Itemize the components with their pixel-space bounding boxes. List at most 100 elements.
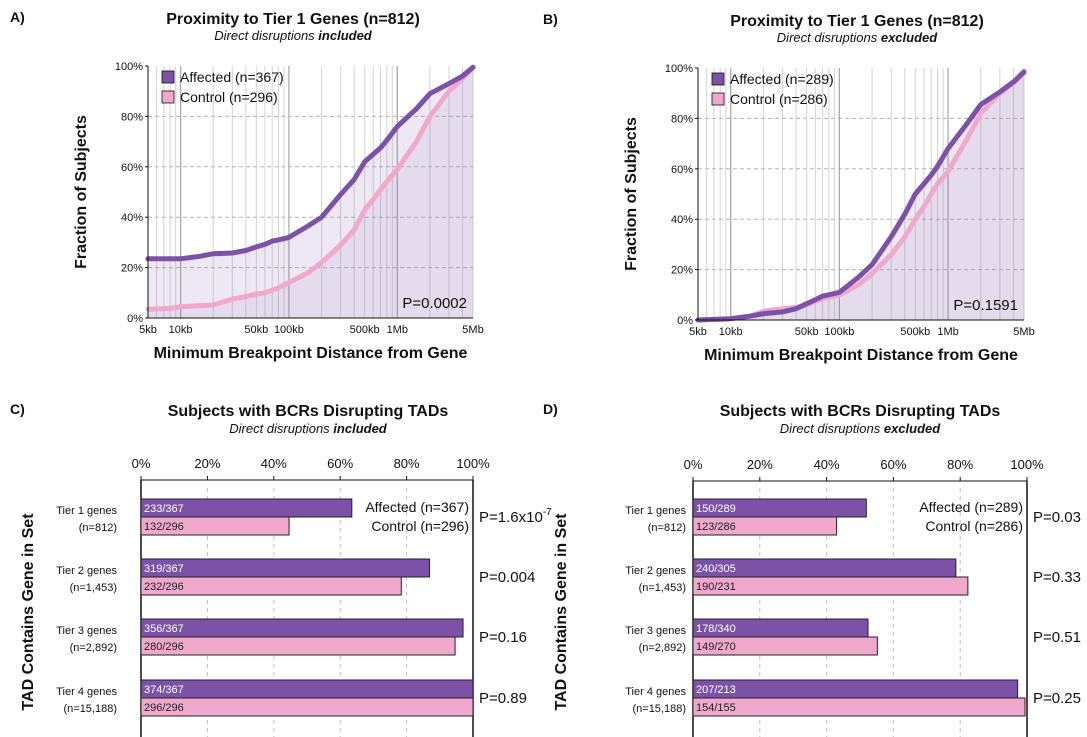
series-line-0 bbox=[695, 69, 1027, 323]
x-tick-label: 1Mb bbox=[937, 326, 958, 338]
subtitle-plain: Direct disruptions bbox=[780, 421, 884, 436]
x-tick-label: 20% bbox=[747, 457, 773, 472]
x-tick-label: 40% bbox=[261, 456, 287, 471]
bar-count-label: 150/289 bbox=[696, 503, 736, 515]
category-count: (n=15,188) bbox=[632, 703, 686, 715]
x-tick-label: 0% bbox=[132, 456, 151, 471]
series-area-0 bbox=[698, 71, 1024, 320]
y-tick-label: 0% bbox=[677, 315, 693, 327]
panel-label: A) bbox=[10, 9, 25, 25]
chart-subtitle: Direct disruptions excluded bbox=[777, 30, 938, 45]
bar-control bbox=[140, 697, 474, 717]
panel-label: C) bbox=[10, 401, 25, 417]
bar-count-label: 296/296 bbox=[144, 702, 184, 714]
legend-swatch bbox=[711, 92, 725, 106]
p-value-base: P=0.25 bbox=[1033, 690, 1081, 707]
y-axis-label: TAD Contains Gene in Set bbox=[20, 513, 37, 711]
x-tick-label: 60% bbox=[880, 457, 906, 472]
x-tick-label: 5kb bbox=[139, 324, 157, 336]
p-value: P=0.1591 bbox=[953, 297, 1018, 314]
y-tick-label: 100% bbox=[115, 61, 143, 73]
bar-count-label: 154/155 bbox=[696, 702, 736, 714]
p-value-base: P=0.33 bbox=[1033, 569, 1081, 586]
x-tick-label: 1Mb bbox=[387, 324, 408, 336]
x-tick-label: 100% bbox=[1010, 457, 1044, 472]
y-tick-label: 80% bbox=[671, 113, 693, 125]
bar-count-label: 233/367 bbox=[144, 503, 184, 515]
x-tick-label: 5Mb bbox=[1013, 326, 1034, 338]
subtitle-plain: Direct disruptions bbox=[777, 30, 881, 45]
x-tick-label: 10kb bbox=[719, 326, 743, 338]
p-value: P=0.51 bbox=[1033, 629, 1081, 646]
category-label: Tier 4 genes bbox=[625, 686, 686, 698]
category-label: Tier 3 genes bbox=[56, 625, 117, 637]
p-value-base: P=0.004 bbox=[479, 569, 535, 586]
p-value: P=1.6x10-7 bbox=[479, 507, 552, 526]
x-axis-label: Minimum Breakpoint Distance from Gene bbox=[154, 345, 468, 362]
category-count: (n=2,892) bbox=[639, 642, 686, 654]
bar-affected bbox=[140, 679, 474, 699]
y-axis-label: TAD Contains Gene in Set bbox=[553, 513, 570, 711]
series-area-1 bbox=[698, 73, 1024, 320]
bar-panel-3: D) Subjects with BCRs Disrupting TADsDire… bbox=[543, 401, 1081, 737]
x-tick-label: 10kb bbox=[169, 324, 193, 336]
y-axis-label: Fraction of Subjects bbox=[623, 117, 640, 271]
legend-label: Control (n=296) bbox=[371, 518, 469, 534]
x-tick-label: 5kb bbox=[689, 326, 707, 338]
legend-swatch bbox=[161, 90, 175, 104]
category-label: Tier 1 genes bbox=[625, 505, 686, 517]
p-value-base: P=0.03 bbox=[1033, 509, 1081, 526]
bar-count-label: 232/296 bbox=[144, 581, 184, 593]
category-label: Tier 1 genes bbox=[56, 505, 117, 517]
subtitle-bold: included bbox=[318, 28, 373, 43]
p-value-base: P=1.6x10 bbox=[479, 509, 543, 526]
legend-label: Control (n=296) bbox=[180, 89, 278, 105]
y-tick-label: 80% bbox=[121, 111, 143, 123]
y-axis-label: Fraction of Subjects bbox=[73, 115, 90, 269]
subtitle-bold: excluded bbox=[884, 421, 941, 436]
bar-count-label: 123/286 bbox=[696, 521, 736, 533]
line-panel-1: B) Proximity to Tier 1 Genes (n=812)Direc… bbox=[543, 11, 1035, 364]
chart-title: Subjects with BCRs Disrupting TADs bbox=[720, 403, 1001, 420]
bar-panel-2: C) Subjects with BCRs Disrupting TADsDire… bbox=[10, 401, 552, 737]
category-label: Tier 2 genes bbox=[56, 565, 117, 577]
y-tick-label: 20% bbox=[121, 263, 143, 275]
p-value-base: P=0.16 bbox=[479, 629, 527, 646]
subtitle-plain: Direct disruptions bbox=[214, 28, 318, 43]
x-tick-label: 100kb bbox=[824, 326, 854, 338]
y-tick-label: 60% bbox=[121, 162, 143, 174]
p-value: P=0.0002 bbox=[402, 295, 467, 312]
p-value: P=0.89 bbox=[479, 690, 527, 707]
y-tick-label: 40% bbox=[671, 214, 693, 226]
bar-count-label: 190/231 bbox=[696, 581, 736, 593]
x-tick-label: 80% bbox=[947, 457, 973, 472]
bar-control bbox=[692, 516, 838, 536]
bar-count-label: 132/296 bbox=[144, 521, 184, 533]
bar-count-label: 178/340 bbox=[696, 623, 736, 635]
subtitle-bold: included bbox=[333, 421, 388, 436]
legend-label: Control (n=286) bbox=[730, 91, 828, 107]
line-panel-0: A) Proximity to Tier 1 Genes (n=812)Direc… bbox=[10, 9, 484, 362]
bar-control bbox=[140, 636, 456, 656]
legend-label: Affected (n=367) bbox=[180, 69, 284, 85]
y-tick-label: 100% bbox=[665, 63, 693, 75]
y-tick-label: 60% bbox=[671, 164, 693, 176]
p-value: P=0.16 bbox=[479, 629, 527, 646]
panel-label: B) bbox=[543, 11, 558, 27]
x-tick-label: 500kb bbox=[900, 326, 930, 338]
x-tick-label: 60% bbox=[327, 456, 353, 471]
x-tick-label: 500kb bbox=[350, 324, 380, 336]
subtitle-plain: Direct disruptions bbox=[229, 421, 333, 436]
series-area-1 bbox=[148, 67, 473, 318]
bar-control bbox=[692, 697, 1026, 717]
bar-affected bbox=[140, 558, 431, 578]
legend-swatch bbox=[161, 70, 175, 84]
p-value-exponent: -7 bbox=[543, 507, 552, 518]
p-value-base: P=0.89 bbox=[479, 690, 527, 707]
x-tick-label: 100% bbox=[456, 456, 490, 471]
chart-title: Proximity to Tier 1 Genes (n=812) bbox=[166, 11, 420, 28]
x-tick-label: 5Mb bbox=[462, 324, 483, 336]
p-value: P=0.004 bbox=[479, 569, 535, 586]
subtitle-bold: excluded bbox=[881, 30, 938, 45]
